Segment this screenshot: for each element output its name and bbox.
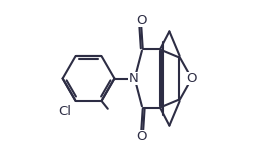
Text: O: O [136, 130, 146, 143]
Text: O: O [186, 72, 197, 85]
Text: O: O [136, 14, 146, 27]
Text: Cl: Cl [58, 105, 71, 118]
Text: N: N [129, 72, 138, 85]
